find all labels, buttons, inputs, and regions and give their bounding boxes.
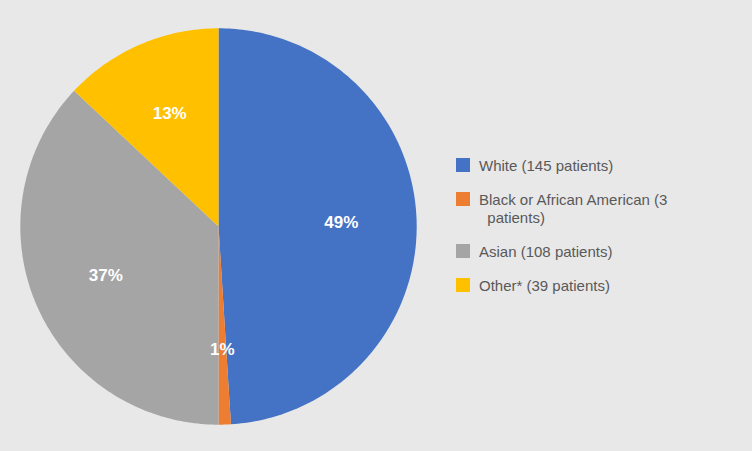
svg-text:13%: 13% [153,104,187,123]
html-text:Asian (108 patients): Asian (108 patients) [479,242,613,260]
html-text:Black or African American (3 p: Black or African American (3 patients) [479,190,668,226]
html-text:Other* (39 patients): Other* (39 patients) [479,276,610,294]
svg-text:37%: 37% [89,265,123,284]
html-text:White (145 patients): White (145 patients) [479,156,614,174]
svg-text:1%: 1% [210,339,235,358]
svg-text:49%: 49% [324,213,358,232]
